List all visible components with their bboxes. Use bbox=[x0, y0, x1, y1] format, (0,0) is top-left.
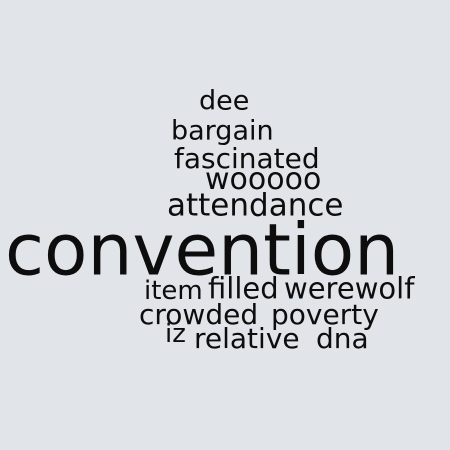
word-bargain: bargain bbox=[171, 115, 274, 147]
word-relative: relative bbox=[194, 322, 300, 355]
word-filled: filled bbox=[208, 271, 279, 306]
word-attendance: attendance bbox=[167, 187, 344, 224]
word-convention: convention bbox=[5, 208, 400, 292]
word-item: item bbox=[144, 276, 203, 306]
word-wooooo: wooooo bbox=[205, 162, 322, 197]
word-poverty: poverty bbox=[271, 298, 379, 331]
word-crowded: crowded bbox=[139, 298, 259, 331]
word-fascinated: fascinated bbox=[174, 142, 320, 175]
word-dna: dna bbox=[316, 322, 369, 355]
word-dee: dee bbox=[199, 85, 250, 117]
word-iz: iz bbox=[165, 319, 186, 349]
word-werewolf: werewolf bbox=[284, 271, 415, 306]
